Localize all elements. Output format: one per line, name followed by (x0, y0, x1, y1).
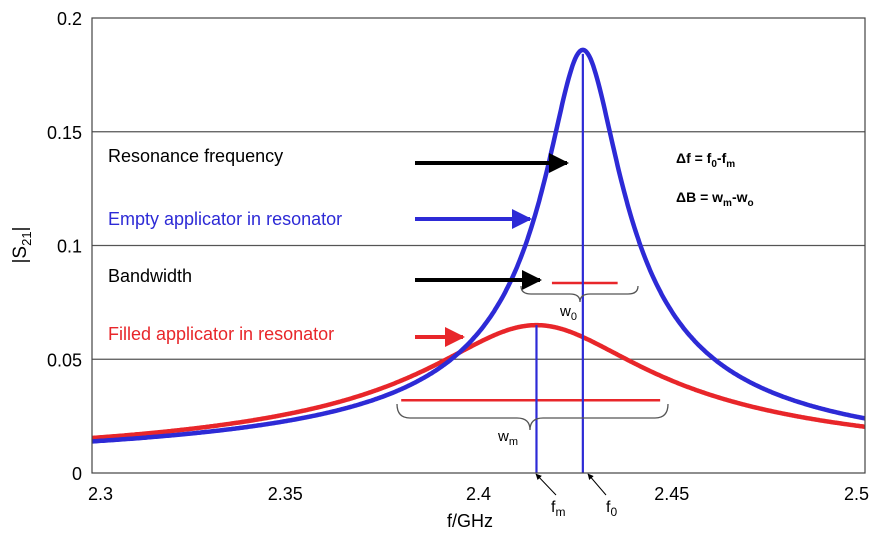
equation-delta-b: ΔB = wm-wo (676, 189, 754, 209)
pointer-fm (535, 473, 557, 496)
y-tick-label: 0.15 (47, 123, 82, 143)
y-tick-label: 0.2 (57, 9, 82, 29)
series-filled-line (91, 322, 866, 441)
svg-text:ΔB = wm-wo: ΔB = wm-wo (676, 189, 754, 209)
svg-text:w0: w0 (559, 303, 577, 323)
label-fm: fm (551, 499, 565, 519)
annotation-empty-applicator: Empty applicator in resonator (108, 209, 342, 229)
x-tick-label: 2.4 (466, 484, 491, 504)
x-tick-label: 2.5 (844, 484, 869, 504)
frequency-markers (535, 53, 584, 473)
y-axis-label: |S21| (10, 226, 34, 263)
y-tick-label: 0 (72, 464, 82, 484)
x-axis-label: f/GHz (447, 511, 493, 531)
x-tick-label: 2.3 (88, 484, 113, 504)
plot-frame (91, 17, 866, 474)
svg-text:f0: f0 (606, 499, 617, 519)
annotation-filled-applicator: Filled applicator in resonator (108, 324, 334, 344)
svg-text:wm: wm (497, 428, 518, 448)
label-wm: wm (497, 428, 518, 448)
brace-wm (396, 403, 669, 431)
bandwidth-lines (401, 281, 661, 402)
grid-lines (92, 131, 865, 360)
svg-text:|S21|: |S21| (10, 226, 34, 263)
label-f0: f0 (606, 499, 617, 519)
annotation-bandwidth: Bandwidth (108, 266, 192, 286)
annotation-resonance-frequency: Resonance frequency (108, 146, 283, 166)
y-tick-label: 0.05 (47, 350, 82, 370)
label-w0: w0 (559, 303, 577, 323)
svg-text:Δf = f0-fm: Δf = f0-fm (676, 150, 735, 170)
x-tick-label: 2.35 (268, 484, 303, 504)
series-empty-line (91, 47, 866, 444)
brace-w0 (520, 285, 639, 303)
y-tick-label: 0.1 (57, 237, 82, 257)
x-tick-labels: 2.3 2.35 2.4 2.45 2.5 (88, 484, 869, 504)
y-tick-labels: 0 0.05 0.1 0.15 0.2 (47, 9, 82, 484)
pointer-f0 (587, 473, 607, 496)
curves (91, 47, 866, 444)
equation-delta-f: Δf = f0-fm (676, 150, 735, 170)
svg-text:fm: fm (551, 499, 565, 519)
x-tick-label: 2.45 (654, 484, 689, 504)
